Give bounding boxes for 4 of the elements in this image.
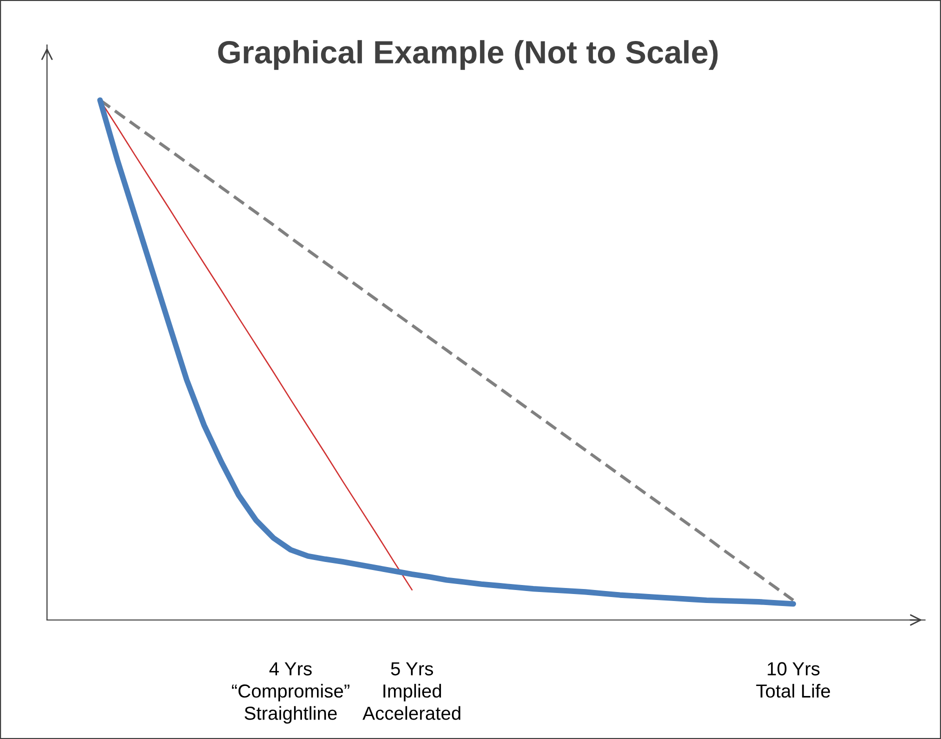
x-tick-label: 5 Yrs Implied Accelerated (362, 662, 460, 720)
chart-title: Graphical Example (Not to Scale) (218, 40, 718, 70)
x-tick-label: 10 Yrs Total Life (756, 662, 830, 698)
x-tick-label: 4 Yrs “Compromise” Straightline (232, 662, 350, 724)
